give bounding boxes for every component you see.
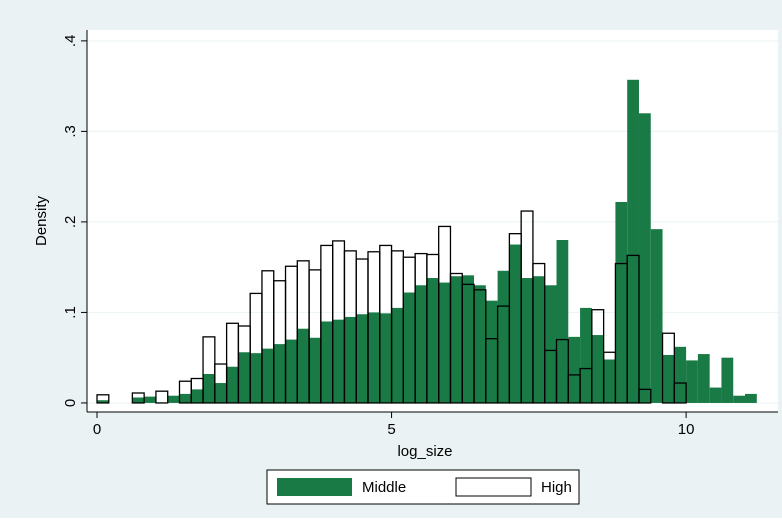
bar (674, 346, 687, 403)
legend-swatch (277, 478, 352, 496)
x-tick-label: 0 (93, 421, 101, 438)
bar (438, 282, 451, 403)
bar (131, 392, 145, 404)
bar (179, 393, 192, 403)
bar (297, 328, 310, 403)
bar (673, 382, 687, 404)
bar (96, 394, 110, 404)
bar (167, 395, 180, 403)
bar (450, 276, 463, 403)
bar (638, 113, 651, 403)
bar (733, 395, 746, 403)
bar (238, 352, 251, 403)
y-tick-label: .3 (62, 125, 79, 138)
bar (568, 336, 581, 403)
bar (132, 397, 145, 403)
bar (203, 373, 215, 403)
bar (379, 313, 392, 403)
bar (320, 321, 333, 403)
y-tick-label: .1 (62, 306, 79, 319)
bar (650, 229, 663, 403)
bar (591, 335, 604, 403)
bar (697, 354, 710, 403)
bar (462, 275, 475, 403)
bar (532, 262, 546, 404)
bar (332, 319, 345, 403)
bar (626, 254, 640, 404)
bar (285, 339, 298, 403)
bar (721, 357, 734, 403)
y-axis-label: Density (33, 195, 50, 246)
bar (662, 354, 675, 403)
bar (555, 338, 569, 404)
bar (686, 360, 698, 403)
bar (627, 79, 639, 403)
bar (661, 332, 675, 404)
x-tick-label: 5 (387, 421, 395, 438)
x-tick-label: 10 (678, 421, 695, 438)
bar (497, 270, 510, 403)
bar (603, 359, 616, 403)
bar (97, 400, 109, 403)
bar (144, 396, 156, 403)
bar (226, 366, 239, 403)
bar (709, 387, 722, 403)
y-tick-label: .4 (62, 35, 79, 48)
legend-label: High (541, 479, 572, 496)
legend-swatch (455, 477, 532, 497)
bar (615, 201, 628, 403)
bar (356, 314, 368, 403)
y-tick-label: .2 (62, 216, 79, 229)
bar (580, 307, 592, 403)
bar (544, 285, 557, 403)
bar (250, 353, 262, 403)
bar (474, 285, 486, 403)
bar (367, 312, 380, 403)
bar (638, 388, 652, 404)
bar (191, 389, 204, 403)
bar (403, 292, 416, 403)
x-axis-label: log_size (397, 443, 452, 460)
bar (415, 285, 427, 403)
bar (214, 383, 227, 403)
bar (509, 244, 522, 403)
y-tick-label: 0 (62, 399, 79, 407)
bar (309, 337, 321, 403)
bar (521, 278, 533, 403)
legend-label: Middle (362, 479, 406, 496)
bar (155, 390, 169, 404)
bar (745, 393, 757, 403)
bar (261, 348, 274, 403)
bar (556, 240, 569, 403)
bar (344, 316, 357, 403)
bar (485, 300, 498, 403)
bar (273, 344, 286, 403)
bar (391, 307, 404, 403)
bar (426, 278, 439, 403)
bar (532, 276, 545, 403)
